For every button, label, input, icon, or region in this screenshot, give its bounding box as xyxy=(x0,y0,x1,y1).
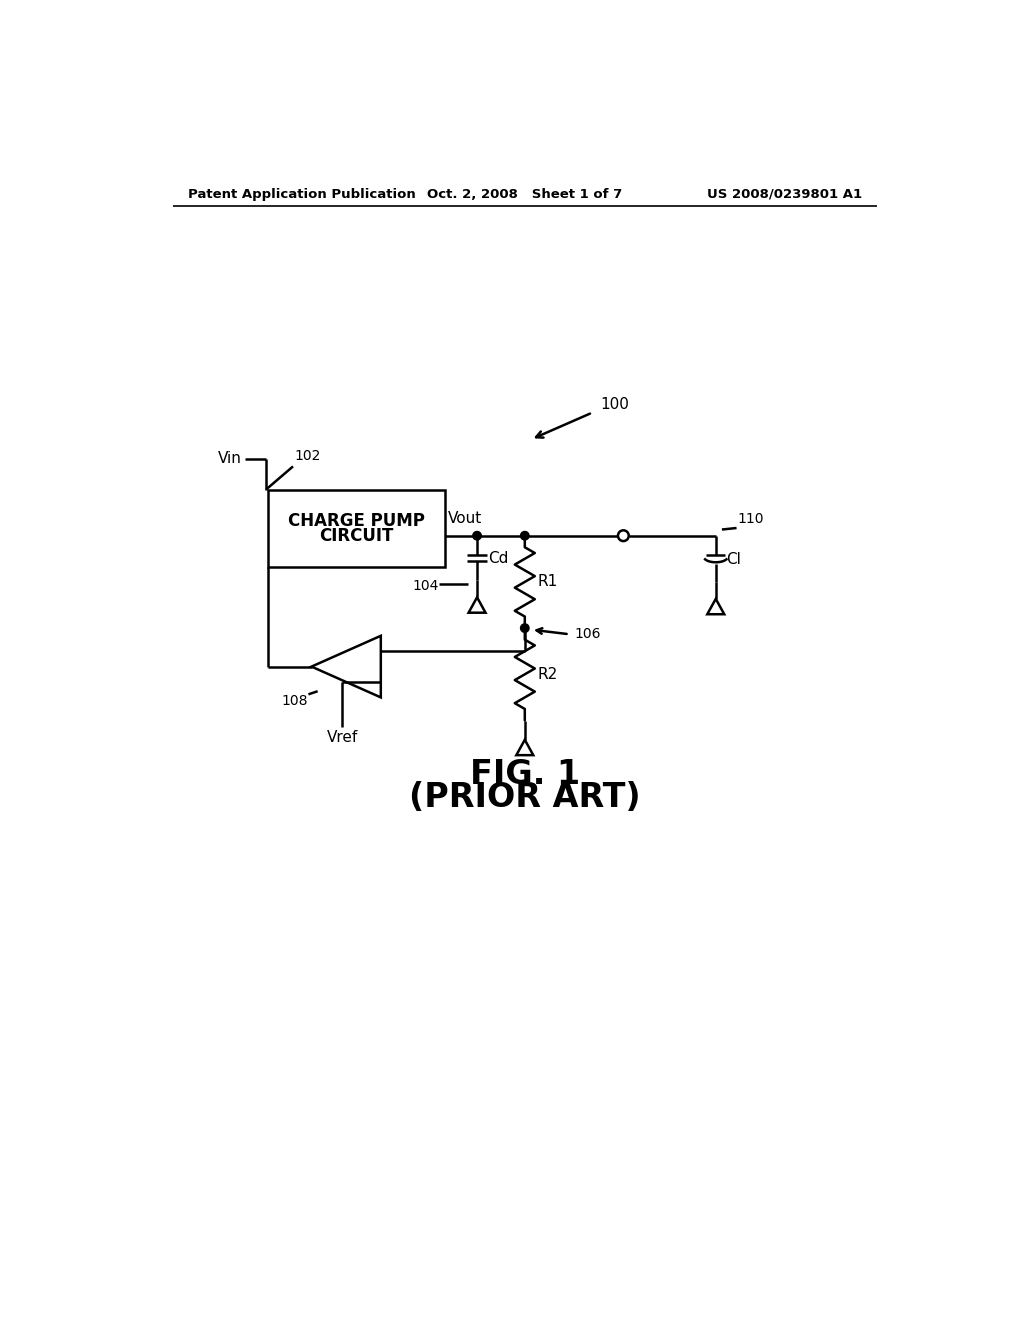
Text: Vin: Vin xyxy=(217,451,242,466)
Text: Patent Application Publication: Patent Application Publication xyxy=(188,187,416,201)
Circle shape xyxy=(617,531,629,541)
Text: CIRCUIT: CIRCUIT xyxy=(319,527,393,545)
Text: 100: 100 xyxy=(600,397,629,412)
Text: Vout: Vout xyxy=(447,511,482,527)
Circle shape xyxy=(473,532,481,540)
Text: Cl: Cl xyxy=(727,552,741,568)
Text: R2: R2 xyxy=(538,667,558,682)
Text: FIG. 1: FIG. 1 xyxy=(470,758,580,791)
Text: 110: 110 xyxy=(737,512,764,527)
Text: CHARGE PUMP: CHARGE PUMP xyxy=(288,512,425,531)
Text: (PRIOR ART): (PRIOR ART) xyxy=(409,781,641,814)
Text: 106: 106 xyxy=(574,627,601,642)
Text: Oct. 2, 2008   Sheet 1 of 7: Oct. 2, 2008 Sheet 1 of 7 xyxy=(427,187,623,201)
Text: 102: 102 xyxy=(295,449,321,462)
Bar xyxy=(267,490,444,566)
Circle shape xyxy=(520,624,529,632)
Text: Cd: Cd xyxy=(487,552,508,566)
Circle shape xyxy=(520,532,529,540)
Text: 104: 104 xyxy=(413,578,438,593)
Text: US 2008/0239801 A1: US 2008/0239801 A1 xyxy=(707,187,862,201)
Text: R1: R1 xyxy=(538,574,558,590)
Text: Vref: Vref xyxy=(327,730,358,744)
Text: 108: 108 xyxy=(282,693,307,708)
